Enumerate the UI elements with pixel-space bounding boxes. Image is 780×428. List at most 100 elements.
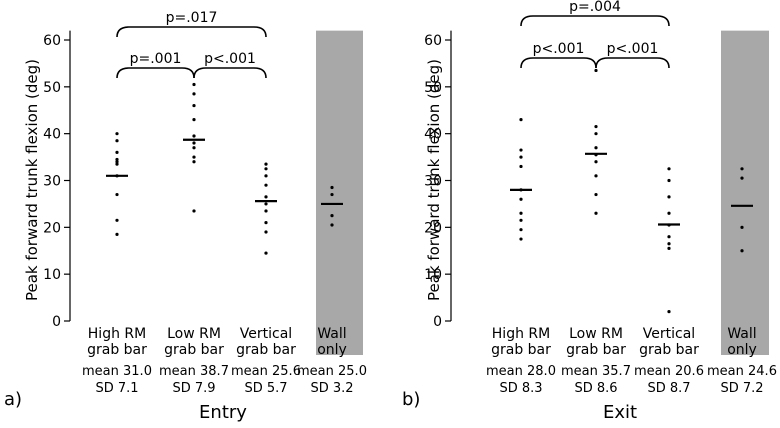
x-tick-label: High RM (492, 326, 550, 342)
significance-bracket (595, 57, 670, 69)
x-tick-label: grab bar (87, 342, 147, 358)
data-point (519, 211, 523, 215)
data-point (330, 192, 334, 197)
y-tick-label: 50 (43, 80, 61, 96)
data-point (192, 146, 196, 150)
significance-label: p=.004 (569, 0, 621, 15)
x-tick-label: only (727, 342, 757, 358)
data-point (667, 310, 671, 314)
y-tick-label: 20 (43, 220, 61, 236)
data-point (264, 230, 268, 234)
data-point (115, 139, 119, 143)
data-point (519, 148, 523, 152)
stat-label: mean 24.6 (707, 364, 777, 379)
data-point (115, 232, 119, 236)
data-point (594, 132, 598, 136)
data-point (192, 103, 196, 108)
x-tick-label: only (317, 342, 347, 358)
panel-title: Exit (603, 402, 637, 423)
data-point (192, 155, 196, 159)
data-point (594, 125, 598, 129)
y-tick-label: 60 (43, 33, 61, 49)
data-point (115, 218, 119, 222)
data-point (667, 235, 671, 239)
significance-label: p=.001 (130, 51, 182, 67)
data-point (667, 246, 671, 251)
data-point (594, 174, 598, 178)
stat-label: SD 3.2 (310, 381, 353, 396)
y-tick-label: 0 (52, 314, 61, 330)
data-point (740, 176, 744, 180)
significance-bracket (116, 67, 195, 79)
data-point (264, 183, 268, 187)
data-point (330, 223, 334, 227)
shaded-region (721, 30, 769, 356)
data-point (192, 82, 196, 87)
x-tick-label: grab bar (164, 342, 224, 358)
stat-label: SD 8.3 (499, 381, 542, 396)
x-tick-label: grab bar (566, 342, 626, 358)
data-point (519, 164, 523, 169)
stat-label: SD 5.7 (244, 381, 287, 396)
x-tick-label: Vertical (240, 326, 292, 342)
significance-bracket (116, 26, 267, 38)
data-point (192, 92, 196, 96)
y-tick-label: 0 (433, 314, 442, 330)
data-point (264, 251, 268, 255)
shaded-region (316, 30, 363, 356)
data-point (519, 155, 523, 159)
data-point (264, 174, 268, 178)
data-point (330, 185, 334, 190)
data-point (330, 214, 334, 218)
stat-label: mean 31.0 (82, 364, 152, 379)
panel-exit: 0 10 20 30 40 50 60 Peak forward trunk flexion … (402, 0, 777, 423)
y-tick-label: 60 (424, 33, 442, 49)
data-point (264, 209, 268, 213)
y-tick-label: 10 (424, 267, 442, 283)
stat-label: mean 38.7 (159, 364, 229, 379)
y-tick-label: 30 (43, 174, 61, 190)
x-tick-label: grab bar (236, 342, 296, 358)
stat-label: mean 20.6 (634, 364, 704, 379)
stat-label: SD 7.1 (95, 381, 138, 396)
data-point (192, 160, 196, 164)
data-point (594, 146, 598, 150)
data-point (740, 225, 744, 229)
data-point (594, 68, 598, 73)
data-point (115, 192, 119, 197)
stat-label: SD 7.2 (720, 381, 763, 396)
data-point (667, 195, 671, 199)
panel-label: b) (402, 389, 420, 410)
panel-label: a) (4, 389, 22, 410)
significance-label: p<.001 (607, 41, 659, 57)
significance-label: p<.001 (204, 51, 256, 67)
stat-label: mean 25.0 (297, 364, 367, 379)
x-tick-label: Wall (317, 326, 346, 342)
significance-bracket (520, 57, 597, 69)
stat-label: SD 7.9 (172, 381, 215, 396)
y-tick-label: 40 (43, 127, 61, 143)
y-tick-label: 30 (424, 174, 442, 190)
data-point (115, 132, 119, 136)
x-tick-label: grab bar (639, 342, 699, 358)
data-point (115, 157, 119, 162)
y-tick-label: 10 (43, 267, 61, 283)
data-point (192, 134, 196, 138)
stat-label: SD 8.6 (574, 381, 617, 396)
data-point (519, 118, 523, 122)
data-point (667, 178, 671, 183)
stat-label: mean 28.0 (486, 364, 556, 379)
data-point (115, 150, 119, 154)
data-point (667, 211, 671, 215)
x-tick-label: grab bar (491, 342, 551, 358)
significance-label: p<.001 (533, 41, 585, 57)
data-point (519, 228, 523, 232)
stat-label: SD 8.7 (647, 381, 690, 396)
data-point (264, 221, 268, 225)
panel-title: Entry (199, 402, 247, 423)
data-point (115, 162, 119, 166)
data-point (667, 242, 671, 246)
data-point (115, 160, 119, 164)
